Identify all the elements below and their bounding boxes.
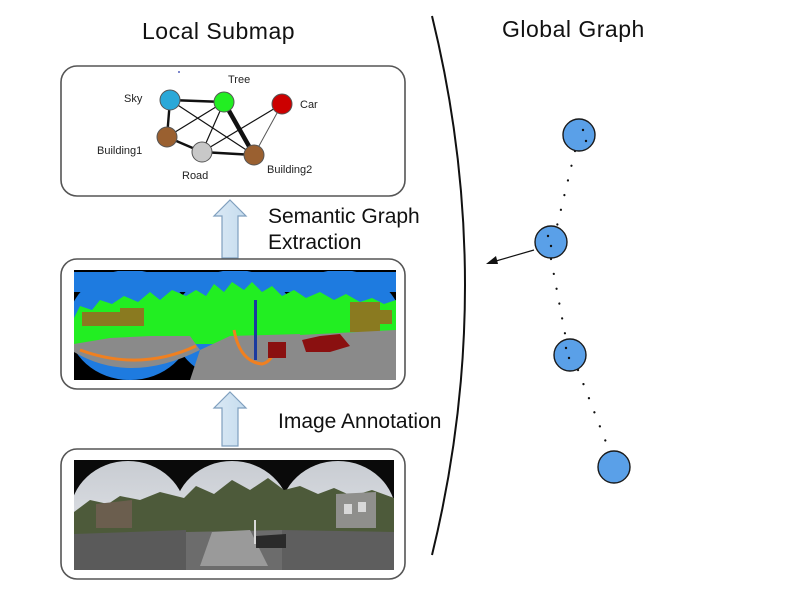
node-road xyxy=(191,141,213,163)
node-building2 xyxy=(243,144,265,166)
node-label-car: Car xyxy=(300,99,318,111)
up-arrow-bottom xyxy=(212,391,248,447)
global-node-2 xyxy=(534,225,568,259)
global-graph-edges xyxy=(549,149,611,452)
stray-dot xyxy=(178,71,180,73)
pointer-arrow-head xyxy=(486,256,498,264)
node-tree xyxy=(213,91,235,113)
input-panorama-photo xyxy=(74,460,394,570)
global-node-4 xyxy=(597,450,631,484)
node-label-tree: Tree xyxy=(228,74,251,86)
local-submap-title: Local Submap xyxy=(142,18,296,44)
node-label-sky: Sky xyxy=(124,93,143,105)
global-node-3 xyxy=(553,338,587,372)
annotation-caption: Image Annotation xyxy=(278,410,442,433)
edge-sky-building2 xyxy=(169,99,255,156)
node-label-building1: Building1 xyxy=(97,145,143,157)
up-arrow-top xyxy=(212,199,248,259)
segmented-panorama xyxy=(74,270,396,380)
divider-curve xyxy=(431,15,466,556)
global-graph-title: Global Graph xyxy=(502,16,645,42)
extraction-caption-line1: Semantic Graph xyxy=(268,205,420,228)
global-node-1 xyxy=(562,118,596,152)
global-node-dots xyxy=(546,128,588,360)
node-car xyxy=(271,93,293,115)
edge-car-road xyxy=(201,103,283,153)
node-sky xyxy=(159,89,181,111)
node-label-building2: Building2 xyxy=(267,164,313,176)
edge-tree-building1 xyxy=(166,101,225,138)
extraction-caption-line2: Extraction xyxy=(268,231,362,254)
node-label-road: Road xyxy=(182,170,209,182)
node-building1 xyxy=(156,126,178,148)
semantic-graph-box xyxy=(60,65,406,197)
